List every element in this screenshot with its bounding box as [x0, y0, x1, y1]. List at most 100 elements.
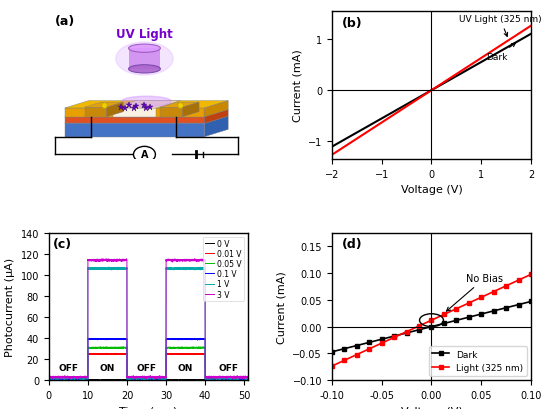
Dark [453, 318, 460, 323]
Polygon shape [107, 103, 124, 117]
Circle shape [133, 147, 156, 163]
Line: Dark: Dark [330, 300, 533, 354]
0.05 V [118, 345, 125, 350]
0.05 V [217, 378, 223, 383]
Light (325 nm) [503, 283, 509, 288]
Polygon shape [64, 117, 204, 124]
Text: ON: ON [100, 363, 115, 372]
1 V [245, 376, 251, 381]
1 V [217, 376, 223, 381]
0 V [217, 378, 223, 383]
0.1 V [46, 378, 52, 383]
Dark [328, 350, 335, 355]
Light (325 nm) [491, 289, 497, 294]
X-axis label: Voltage (V): Voltage (V) [401, 185, 462, 195]
Legend: Dark, Light (325 nm): Dark, Light (325 nm) [429, 346, 527, 376]
Polygon shape [204, 101, 228, 117]
1 V [131, 375, 137, 380]
Polygon shape [160, 103, 199, 108]
0.1 V [118, 337, 125, 342]
Line: 0.1 V: 0.1 V [49, 339, 248, 380]
0.01 V [118, 352, 125, 357]
Dark [528, 299, 534, 304]
Polygon shape [64, 124, 204, 137]
Light (325 nm) [428, 318, 435, 323]
3 V [210, 374, 216, 379]
0 V [245, 378, 251, 383]
Ellipse shape [128, 45, 160, 53]
Light (325 nm) [391, 335, 397, 340]
0.01 V [245, 378, 251, 383]
Dark [403, 330, 410, 335]
Line: 0.05 V: 0.05 V [49, 347, 248, 380]
0.05 V [46, 378, 52, 383]
3 V [189, 258, 195, 263]
Polygon shape [64, 117, 228, 124]
Text: No Bias: No Bias [447, 273, 504, 311]
0.01 V [164, 351, 170, 356]
Light (325 nm) [528, 272, 534, 277]
Light (325 nm) [478, 295, 485, 300]
Light (325 nm) [466, 301, 472, 306]
Dark [391, 334, 397, 339]
Dark [478, 312, 485, 317]
Y-axis label: Current (mA): Current (mA) [277, 270, 287, 343]
Dark [441, 321, 447, 326]
Line: 3 V: 3 V [49, 259, 248, 379]
Line: Light (325 nm): Light (325 nm) [330, 273, 533, 368]
3 V [217, 375, 223, 380]
0 V [210, 378, 216, 383]
Text: OFF: OFF [137, 363, 157, 372]
Dark [466, 315, 472, 320]
Light (325 nm) [378, 341, 385, 346]
Text: (c): (c) [53, 238, 72, 251]
X-axis label: Time (sec): Time (sec) [119, 406, 178, 409]
Line: 0.01 V: 0.01 V [49, 353, 248, 380]
Y-axis label: Photocurrent (μA): Photocurrent (μA) [5, 257, 15, 356]
Text: (b): (b) [342, 17, 363, 30]
0 V [46, 378, 52, 383]
3 V [118, 258, 125, 263]
1 V [118, 266, 125, 271]
0.1 V [46, 378, 52, 383]
0.05 V [138, 378, 145, 383]
Dark [353, 343, 360, 348]
0.05 V [46, 378, 52, 382]
0.05 V [245, 378, 251, 383]
3 V [103, 256, 109, 261]
Text: ON: ON [178, 363, 193, 372]
Dark [378, 337, 385, 342]
0.01 V [189, 352, 195, 357]
0.05 V [210, 378, 216, 383]
Ellipse shape [116, 43, 173, 76]
Polygon shape [204, 117, 228, 137]
Polygon shape [160, 108, 182, 117]
Polygon shape [85, 108, 107, 117]
0 V [46, 378, 52, 382]
3 V [138, 375, 145, 380]
Text: UV Light: UV Light [116, 28, 173, 41]
3 V [131, 375, 137, 380]
1 V [106, 265, 112, 270]
0.05 V [96, 344, 102, 349]
Text: OFF: OFF [59, 363, 79, 372]
1 V [54, 377, 61, 382]
Light (325 nm) [515, 278, 522, 283]
Text: (d): (d) [342, 238, 363, 251]
Dark [515, 302, 522, 307]
Light (325 nm) [328, 364, 335, 369]
1 V [189, 266, 195, 271]
0.01 V [138, 378, 145, 383]
1 V [46, 376, 52, 381]
Polygon shape [64, 110, 228, 117]
0.01 V [46, 378, 52, 383]
3 V [245, 375, 251, 380]
0.1 V [131, 378, 137, 383]
0.01 V [210, 378, 216, 383]
Polygon shape [64, 109, 204, 117]
Light (325 nm) [416, 324, 422, 328]
0.05 V [131, 378, 137, 383]
0 V [138, 378, 145, 383]
Dark [503, 306, 509, 310]
Y-axis label: Current (mA): Current (mA) [292, 49, 302, 122]
